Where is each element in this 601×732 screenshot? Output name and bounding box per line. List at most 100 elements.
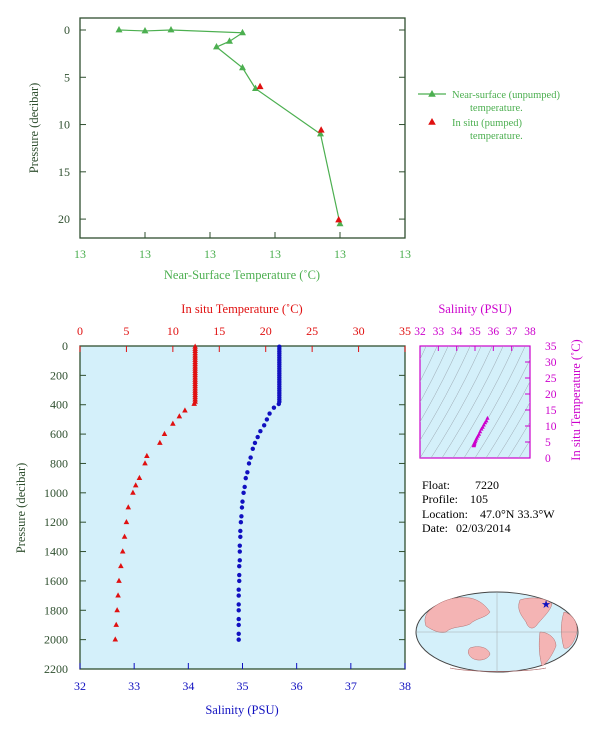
- legend-label-unpumped-line2: temperature.: [470, 103, 523, 114]
- temperature-point: [121, 533, 128, 539]
- ts-contour: [420, 346, 449, 403]
- near-surface-y-axis: 0 5 10 15 20: [58, 23, 405, 226]
- salinity-tick-label: 33: [128, 679, 140, 693]
- profile-pressure-axis: 0 200 400 600 800 1000 1200 1400 1600 1800 2000 220…: [44, 339, 405, 676]
- temperature-tick-label: 10: [167, 324, 179, 338]
- salinity-point: [238, 519, 244, 525]
- ns-unpumped-point: [317, 130, 324, 137]
- ns-x-tick-label: 13: [74, 247, 86, 261]
- ts-contour: [420, 346, 460, 423]
- ts-temperature-tick-label: 5: [545, 437, 551, 449]
- eurasia-land: [424, 597, 491, 633]
- salinity-tick-label: 32: [74, 679, 86, 693]
- salinity-point: [243, 475, 248, 481]
- temperature-point: [176, 413, 183, 419]
- temperature-tick-label: 35: [399, 324, 411, 338]
- ns-y-tick-label: 0: [64, 23, 70, 37]
- temperature-tick-label: 30: [353, 324, 365, 338]
- ns-pumped-point: [317, 126, 325, 133]
- location-value: 47.0°N 33.3°W: [480, 507, 555, 521]
- ns-unpumped-point: [252, 84, 259, 92]
- salinity-point: [236, 631, 241, 636]
- salinity-point: [276, 401, 281, 407]
- salinity-point: [246, 461, 252, 466]
- ts-salinity-tick-label: 33: [433, 326, 445, 338]
- near-surface-panel: 0 5 10 15 20 13 13 13 13 13 13 Near-Surface Tempe…: [27, 17, 560, 282]
- salinity-profile-series: [236, 344, 282, 642]
- ts-contour: [420, 346, 482, 458]
- ns-unpumped-point: [336, 219, 344, 227]
- near-surface-plot-frame: [79, 17, 406, 239]
- salinity-point: [271, 405, 277, 410]
- salinity-tick-label: 35: [237, 679, 249, 693]
- temperature-tick-label: 5: [123, 324, 129, 338]
- ts-temperature-tick-label: 30: [545, 357, 557, 369]
- antarctica-land: [449, 667, 547, 672]
- salinity-point: [237, 549, 242, 554]
- temperature-point: [132, 482, 139, 488]
- profile-pressure-label: Pressure (decibar): [14, 463, 28, 554]
- ts-points: [471, 415, 490, 448]
- profile-salinity-label: Salinity (PSU): [205, 703, 278, 717]
- ts-temperature-tick-label: 25: [545, 373, 557, 385]
- temperature-point: [170, 420, 176, 426]
- salinity-point: [250, 446, 255, 451]
- ts-contour: [420, 346, 471, 441]
- temperature-point: [112, 636, 119, 642]
- ts-temperature-tick-label: 0: [545, 453, 551, 465]
- ns-x-tick-label: 13: [334, 247, 346, 261]
- ns-unpumped-line: [118, 29, 341, 224]
- temperature-point: [125, 504, 132, 510]
- location-label: Location:: [422, 507, 468, 521]
- salinity-point: [258, 428, 263, 434]
- float-info: Float: 7220 Profile: 105 Location: 47.0°…: [422, 478, 555, 535]
- salinity-point: [237, 572, 242, 578]
- profile-temperature-title: In situ Temperature (˚C): [181, 302, 302, 316]
- salinity-point: [236, 637, 241, 642]
- legend-label-pumped-line1: In situ (pumped): [452, 118, 522, 129]
- pressure-tick-label: 600: [50, 427, 68, 441]
- temperature-tick-label: 15: [213, 324, 225, 338]
- temperature-point: [118, 563, 124, 569]
- salinity-point: [236, 587, 241, 592]
- float-info-float: Float: 7220: [422, 478, 499, 492]
- ts-contour: [430, 346, 493, 458]
- float-value: 7220: [475, 478, 499, 492]
- near-surface-x-axis: 13 13 13 13 13 13: [74, 232, 411, 261]
- ts-contour: [452, 346, 515, 458]
- south-america-land: [538, 631, 557, 667]
- profile-panel: 0200400600800100012001400160018002000220…: [14, 302, 411, 717]
- ns-y-tick-label: 15: [58, 165, 70, 179]
- salinity-point: [267, 411, 272, 416]
- float-info-profile: Profile: 105: [422, 492, 488, 506]
- legend-marker-pumped: [428, 118, 436, 125]
- ns-pumped-point: [256, 82, 264, 90]
- ns-unpumped-point: [239, 63, 246, 71]
- ns-unpumped-point: [226, 37, 233, 44]
- near-surface-legend: Near-surface (unpumped) temperature. In …: [418, 90, 560, 142]
- north-america-land: [518, 597, 553, 629]
- near-surface-y-label: Pressure (decibar): [27, 83, 41, 174]
- salinity-point: [237, 578, 242, 584]
- temperature-point: [191, 400, 197, 406]
- temperature-point: [116, 577, 122, 583]
- ts-temperature-tick-label: 15: [545, 405, 557, 417]
- pressure-tick-label: 200: [50, 368, 68, 382]
- ts-contour: [485, 380, 530, 458]
- ns-y-tick-label: 20: [58, 212, 70, 226]
- ts-salinity-axis: 32 33 34 35 36 37 38: [414, 326, 536, 351]
- ts-contour: [518, 439, 530, 458]
- salinity-point: [238, 534, 243, 540]
- ns-y-tick-label: 10: [58, 118, 70, 132]
- temperature-point: [144, 452, 150, 459]
- legend-label-pumped: In situ (pumped) temperature.: [452, 118, 525, 142]
- ns-x-tick-label: 13: [204, 247, 216, 261]
- ts-salinity-tick-label: 35: [469, 326, 481, 338]
- temperature-point: [157, 439, 163, 445]
- ts-contour: [496, 401, 530, 458]
- temperature-tick-label: 20: [260, 324, 272, 338]
- africa-land: [561, 611, 578, 649]
- temperature-point: [123, 518, 130, 525]
- ts-salinity-tick-label: 32: [414, 326, 426, 338]
